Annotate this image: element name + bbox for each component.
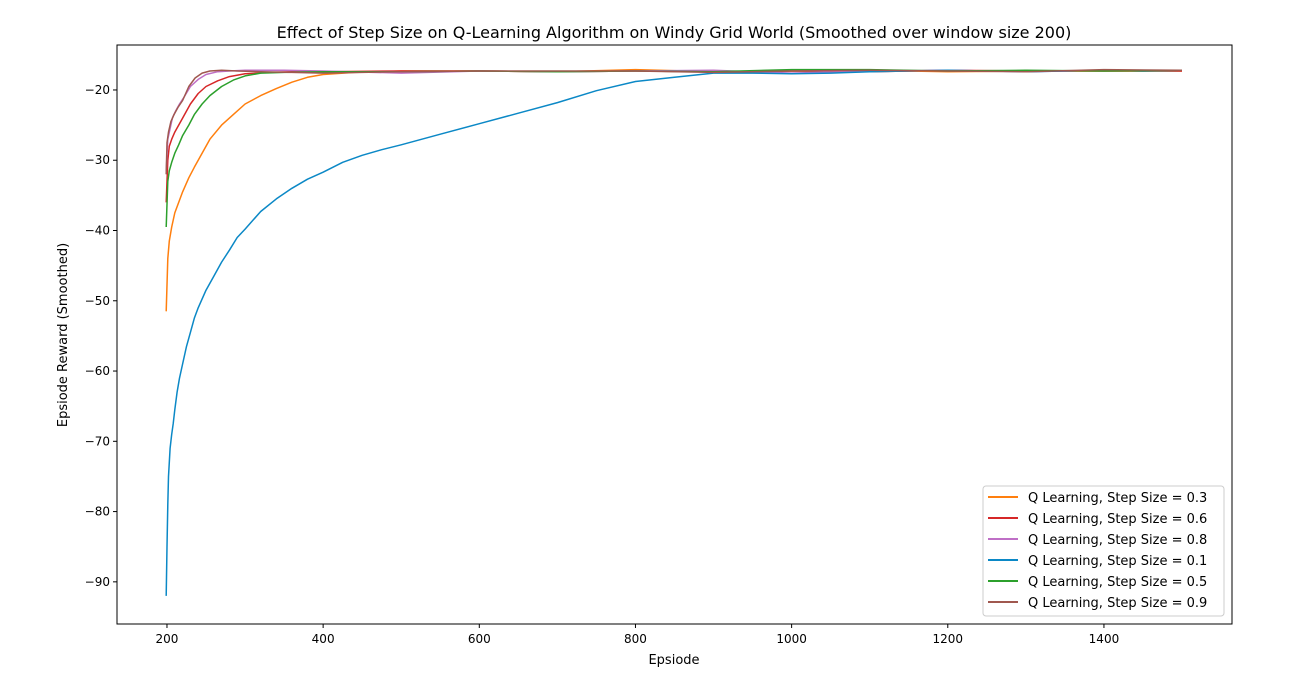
legend-label: Q Learning, Step Size = 0.1 — [1028, 554, 1207, 569]
x-tick-label: 1200 — [933, 632, 964, 646]
x-tick-label: 1400 — [1089, 632, 1120, 646]
x-tick-label: 800 — [624, 632, 647, 646]
series-line-5 — [165, 68, 1183, 228]
y-tick-label: −90 — [85, 575, 110, 589]
y-tick-label: −20 — [85, 83, 110, 97]
x-tick-label: 400 — [312, 632, 335, 646]
x-axis-ticks: 200 400 600 800 1000 1200 1400 — [156, 624, 1120, 646]
x-axis-label: Epsiode — [648, 653, 699, 668]
y-tick-label: −30 — [85, 153, 110, 167]
y-tick-label: −60 — [85, 364, 110, 378]
series-line-2 — [165, 69, 1182, 203]
legend-box — [982, 485, 1225, 617]
series-line-4 — [165, 69, 1183, 596]
x-tick-label: 600 — [468, 632, 491, 646]
legend-label: Q Learning, Step Size = 0.5 — [1028, 575, 1207, 590]
legend-label: Q Learning, Step Size = 0.6 — [1028, 512, 1207, 527]
y-tick-label: −40 — [85, 224, 110, 238]
y-tick-label: −70 — [85, 434, 110, 448]
legend: Q Learning, Step Size = 0.3 Q Learning, S… — [982, 485, 1225, 617]
plot-frame — [116, 44, 1233, 625]
y-tick-label: −80 — [85, 505, 110, 519]
y-tick-label: −50 — [85, 294, 110, 308]
legend-label: Q Learning, Step Size = 0.3 — [1028, 491, 1207, 506]
legend-label: Q Learning, Step Size = 0.9 — [1028, 596, 1207, 611]
series-line-1 — [165, 68, 1182, 312]
y-axis-ticks: −90 −80 −70 −60 −50 −40 −30 −20 — [85, 83, 117, 589]
series-line-6 — [165, 68, 1183, 175]
y-axis-label: Epsiode Reward (Smoothed) — [56, 243, 71, 427]
chart-title: Effect of Step Size on Q-Learning Algori… — [277, 23, 1072, 42]
x-tick-label: 200 — [156, 632, 179, 646]
series-line-3 — [165, 69, 1182, 171]
legend-label: Q Learning, Step Size = 0.8 — [1028, 533, 1207, 548]
x-tick-label: 1000 — [776, 632, 807, 646]
series-lines — [165, 68, 1183, 596]
